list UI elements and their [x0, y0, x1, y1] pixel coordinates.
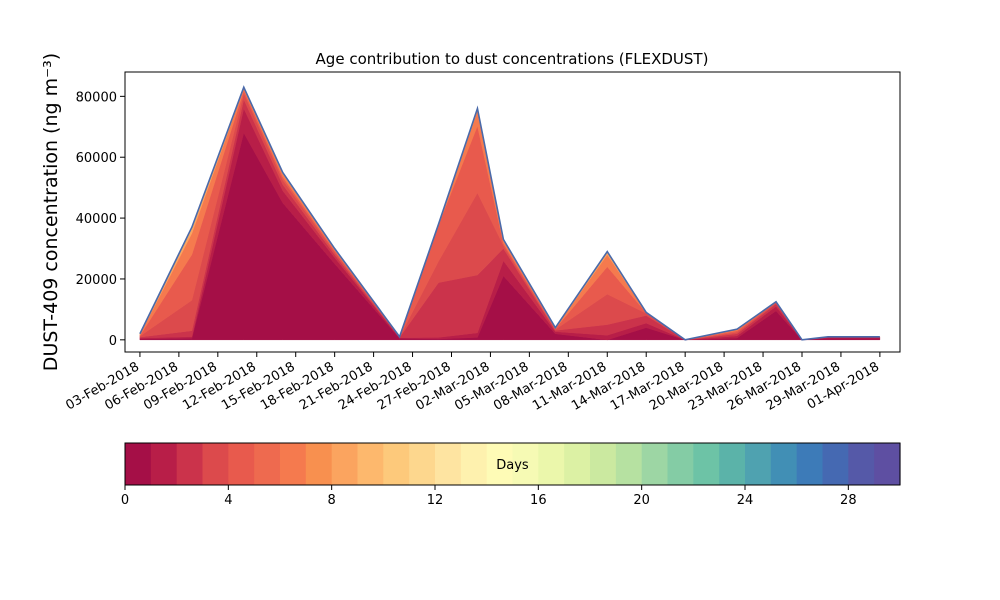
colorbar-swatch [512, 443, 539, 485]
colorbar-swatch [228, 443, 255, 485]
colorbar-swatch [667, 443, 694, 485]
plot-area [139, 86, 881, 341]
total-line [139, 85, 880, 341]
y-tick-label: 0 [109, 334, 117, 349]
colorbar-tick-label: 12 [427, 493, 444, 508]
x-axis: 03-Feb-201806-Feb-201809-Feb-201812-Feb-… [63, 352, 882, 414]
colorbar-swatch [615, 443, 643, 485]
colorbar-swatch [590, 443, 617, 485]
colorbar-swatch [538, 443, 565, 485]
colorbar-swatch [460, 443, 488, 485]
colorbar-swatch [796, 443, 824, 485]
colorbar-tick-label: 4 [224, 493, 232, 508]
colorbar-tick-label: 28 [840, 493, 857, 508]
colorbar-swatch [150, 443, 178, 485]
colorbar-swatch [202, 443, 229, 485]
colorbar-swatch [848, 443, 875, 485]
colorbar-swatch [383, 443, 410, 485]
colorbar-swatch [254, 443, 281, 485]
colorbar-swatch [719, 443, 746, 485]
colorbar-swatch [305, 443, 333, 485]
colorbar-swatch [176, 443, 204, 485]
colorbar-swatch [641, 443, 669, 485]
colorbar-swatch [693, 443, 720, 485]
colorbar-swatch [280, 443, 307, 485]
plot-frame [124, 71, 901, 353]
colorbar-swatch [331, 443, 359, 485]
colorbar-swatch [435, 443, 462, 485]
colorbar-tick-label: 20 [633, 493, 650, 508]
y-axis-label: DUST-409 concentration (ng m⁻³) [40, 53, 62, 371]
colorbar-swatch [822, 443, 849, 485]
y-tick-label: 40000 [76, 212, 117, 227]
colorbar-swatch [770, 443, 798, 485]
y-tick-label: 80000 [76, 90, 117, 105]
colorbar-swatch [486, 443, 514, 485]
y-axis: 0 20000 40000 60000 80000 [76, 90, 125, 349]
colorbar-tick-label: 24 [737, 493, 754, 508]
colorbar-swatch [564, 443, 591, 485]
total-outline [139, 85, 880, 341]
y-tick-label: 60000 [76, 151, 117, 166]
colorbar-tick-label: 16 [530, 493, 547, 508]
colorbar-swatch [409, 443, 436, 485]
colorbar-swatch [125, 443, 152, 485]
chart-title: Age contribution to dust concentrations … [316, 50, 709, 68]
y-tick-label: 20000 [76, 273, 117, 288]
colorbar-swatch [874, 443, 901, 485]
colorbar [125, 443, 901, 485]
colorbar-ticks: 0 4 8 12 16 20 24 28 [121, 485, 857, 508]
colorbar-frame [124, 442, 901, 486]
colorbar-label: Days [496, 458, 529, 473]
colorbar-tick-label: 0 [121, 493, 129, 508]
colorbar-swatch [745, 443, 772, 485]
colorbar-swatch [357, 443, 384, 485]
colorbar-tick-label: 8 [328, 493, 336, 508]
